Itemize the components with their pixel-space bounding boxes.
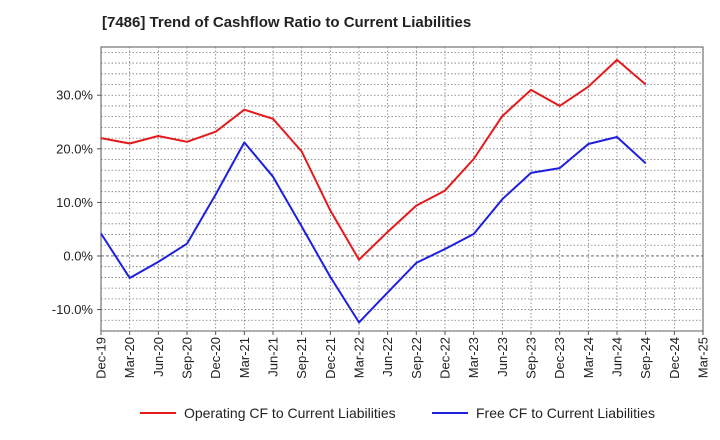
x-tick-label: Mar-20 bbox=[122, 337, 137, 378]
legend-label-operating-cf: Operating CF to Current Liabilities bbox=[184, 405, 396, 421]
x-tick-label: Sep-22 bbox=[409, 337, 424, 379]
series-line-free-cf bbox=[100, 136, 647, 324]
x-tick-label: Dec-24 bbox=[667, 337, 682, 379]
x-tick-label: Jun-24 bbox=[610, 337, 625, 377]
x-tick-label: Mar-23 bbox=[466, 337, 481, 378]
x-tick-label: Mar-21 bbox=[237, 337, 252, 378]
x-tick-label: Jun-20 bbox=[151, 337, 166, 377]
y-tick-label: 10.0% bbox=[56, 195, 93, 210]
series-line-operating-cf bbox=[100, 58, 647, 261]
x-tick-label: Sep-21 bbox=[294, 337, 309, 379]
x-tick-label: Mar-22 bbox=[352, 337, 367, 378]
legend-item-operating-cf: Operating CF to Current Liabilities bbox=[140, 405, 396, 421]
x-tick-label: Jun-21 bbox=[266, 337, 281, 377]
x-tick-label: Mar-25 bbox=[696, 337, 711, 378]
chart-title: [7486] Trend of Cashflow Ratio to Curren… bbox=[102, 14, 472, 31]
legend-item-free-cf: Free CF to Current Liabilities bbox=[432, 405, 655, 421]
x-axis: Dec-19 Mar-20 Jun-20 Sep-20 Dec-20 Mar-21 Jun-… bbox=[94, 331, 711, 379]
legend-swatch-free-cf bbox=[432, 412, 468, 414]
x-tick-label: Dec-22 bbox=[438, 337, 453, 379]
x-tick-label: Dec-19 bbox=[94, 337, 109, 379]
series bbox=[100, 58, 647, 324]
legend-label-free-cf: Free CF to Current Liabilities bbox=[476, 405, 655, 421]
y-tick-label: 30.0% bbox=[56, 88, 93, 103]
x-tick-label: Sep-20 bbox=[180, 337, 195, 379]
x-tick-label: Sep-23 bbox=[524, 337, 539, 379]
legend-swatch-operating-cf bbox=[140, 412, 176, 414]
x-tick-label: Jun-22 bbox=[380, 337, 395, 377]
y-axis: -10.0% 0.0% 10.0% 20.0% 30.0% bbox=[52, 88, 101, 317]
x-tick-label: Jun-23 bbox=[495, 337, 510, 377]
y-tick-label: 0.0% bbox=[63, 248, 93, 263]
y-tick-label: -10.0% bbox=[52, 302, 94, 317]
grid bbox=[101, 47, 703, 332]
x-tick-label: Dec-21 bbox=[323, 337, 338, 379]
x-tick-label: Dec-20 bbox=[208, 337, 223, 379]
x-tick-label: Sep-24 bbox=[638, 337, 653, 379]
x-tick-label: Mar-24 bbox=[581, 337, 596, 378]
y-tick-label: 20.0% bbox=[56, 141, 93, 156]
x-tick-label: Dec-23 bbox=[552, 337, 567, 379]
